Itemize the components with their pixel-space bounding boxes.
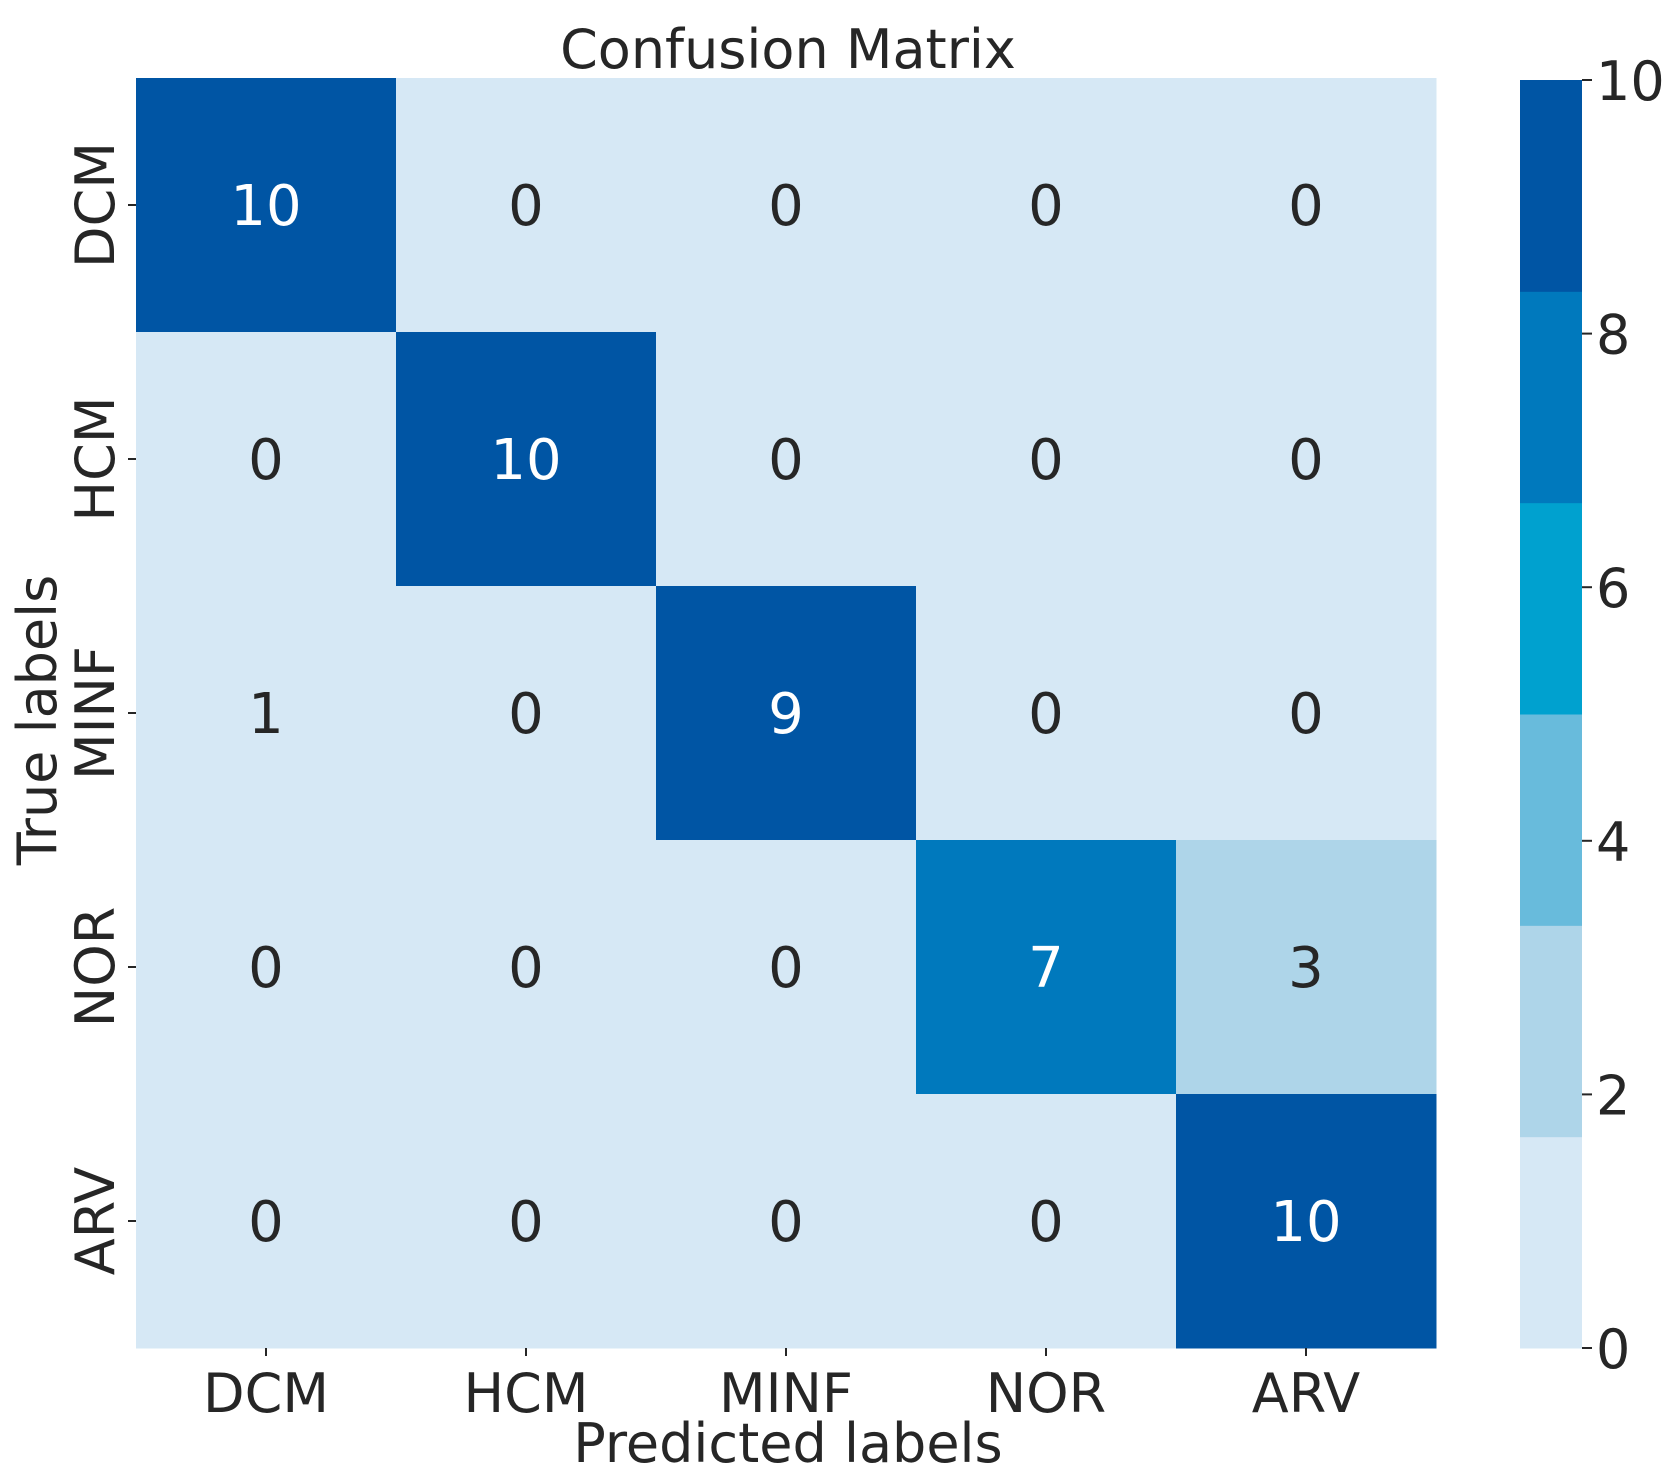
cell-value: 7 [1028,936,1064,1001]
cell-value: 0 [1288,428,1324,493]
cell-value: 0 [1288,174,1324,239]
colorbar: 0 2 4 6 8 10 [1520,50,1665,1381]
cell-value: 0 [508,682,544,747]
cell-value: 0 [248,428,284,493]
heatmap-cell-hcm-dcm [136,332,397,587]
cell-value: 0 [1288,682,1324,747]
x-tick-label-dcm: DCM [203,1362,329,1425]
colorbar-band [1520,502,1582,715]
cell-value: 0 [1028,682,1064,747]
colorbar-tick-label: 10 [1596,50,1665,113]
cell-value: 0 [248,936,284,1001]
cell-value: 0 [768,174,804,239]
x-tick-label-hcm: HCM [464,1362,589,1425]
cell-value: 10 [230,174,301,239]
cell-value: 0 [768,1190,804,1255]
cell-value: 10 [490,428,561,493]
heatmap-cell-dcm-arv [1176,78,1437,333]
colorbar-band [1520,925,1582,1138]
cell-value: 0 [1028,1190,1064,1255]
cell-value: 0 [768,936,804,1001]
cell-value: 0 [768,428,804,493]
heatmap-cell-hcm-arv [1176,332,1437,587]
heatmap-cells [136,78,1437,1349]
heatmap-cell-minf-minf [656,586,917,841]
colorbar-band [1520,80,1582,292]
heatmap-cell-minf-dcm [136,586,397,841]
cell-value: 10 [1270,1190,1341,1255]
heatmap-cell-nor-minf [656,840,917,1095]
cell-value: 0 [248,1190,284,1255]
y-axis-title: True labels [6,575,69,867]
x-tick-label-minf: MINF [719,1362,853,1425]
cell-value: 0 [508,1190,544,1255]
heatmap-cell-nor-nor [916,840,1177,1095]
heatmap-cell-dcm-hcm [396,78,657,333]
heatmap-cell-hcm-hcm [396,332,657,587]
cell-value: 1 [248,682,284,747]
colorbar-band [1520,291,1582,504]
colorbar-tick-label: 0 [1596,1318,1630,1381]
x-axis-title: Predicted labels [573,1412,1002,1470]
cell-value: 0 [1028,428,1064,493]
colorbar-band [1520,1136,1582,1349]
heatmap-cell-nor-dcm [136,840,397,1095]
heatmap-cell-arv-nor [916,1094,1177,1349]
heatmap-cell-arv-arv [1176,1094,1437,1349]
y-axis-ticks: DCM HCM MINF NOR ARV [64,142,136,1275]
colorbar-tick-label: 6 [1596,557,1630,620]
cell-value: 0 [508,174,544,239]
heatmap-cell-arv-minf [656,1094,917,1349]
y-tick-label-hcm: HCM [64,397,127,522]
y-tick-label-arv: ARV [64,1167,127,1276]
heatmap-cell-dcm-minf [656,78,917,333]
y-tick-label-minf: MINF [64,646,127,780]
x-axis-ticks: DCM HCM MINF NOR ARV [203,1348,1360,1425]
cell-annotations: 10 0 0 0 00 10 0 0 01 0 9 0 00 0 0 7 30 0 0 0 10 [230,174,1341,1255]
colorbar-tick-label: 2 [1596,1064,1630,1127]
cell-value: 0 [1028,174,1064,239]
heatmap-cell-minf-nor [916,586,1177,841]
chart-title: Confusion Matrix [560,18,1016,81]
heatmap-cell-dcm-dcm [136,78,397,333]
heatmap-cell-arv-dcm [136,1094,397,1349]
heatmap-cell-nor-hcm [396,840,657,1095]
colorbar-tick-label: 4 [1596,811,1630,874]
y-tick-label-dcm: DCM [64,142,127,268]
heatmap-cell-hcm-minf [656,332,917,587]
heatmap-cell-nor-arv [1176,840,1437,1095]
y-tick-label-nor: NOR [64,907,127,1027]
cell-value: 3 [1288,936,1324,1001]
heatmap-cell-hcm-nor [916,332,1177,587]
heatmap-cell-minf-hcm [396,586,657,841]
x-tick-label-nor: NOR [986,1362,1106,1425]
heatmap-cell-arv-hcm [396,1094,657,1349]
x-tick-label-arv: ARV [1252,1362,1361,1425]
colorbar-tick-label: 8 [1596,304,1630,367]
heatmap-cell-minf-arv [1176,586,1437,841]
colorbar-band [1520,714,1582,926]
cell-value: 9 [768,682,804,747]
cell-value: 0 [508,936,544,1001]
heatmap-cell-dcm-nor [916,78,1177,333]
